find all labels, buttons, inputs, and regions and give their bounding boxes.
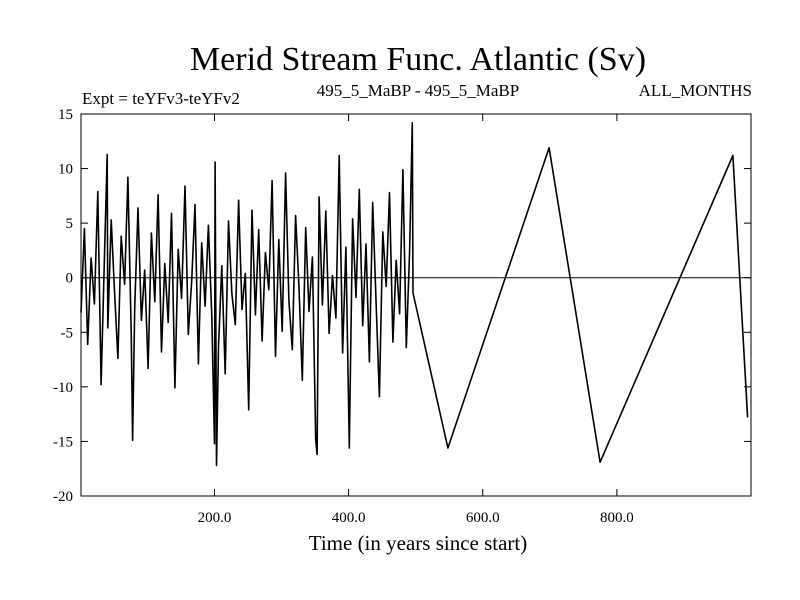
months-label: ALL_MONTHS (639, 81, 752, 100)
y-tick-label: -20 (53, 489, 73, 505)
x-axis-label: Time (in years since start) (309, 531, 528, 555)
y-tick-label: -5 (61, 325, 74, 341)
plot-frame (80, 113, 752, 497)
y-tick-label: 15 (58, 107, 73, 123)
y-axis: -20 -15 -10 -5 0 5 10 15 (53, 107, 751, 505)
x-tick-label: 200.0 (198, 510, 232, 526)
period-label: 495_5_MaBP - 495_5_MaBP (317, 81, 519, 100)
x-tick-label: 400.0 (332, 510, 366, 526)
plot-area (80, 113, 752, 497)
x-axis: 200.0 400.0 600.0 800.0 (198, 114, 634, 526)
series-line (80, 121, 749, 467)
y-tick-label: 0 (66, 271, 74, 287)
x-tick-label: 800.0 (600, 510, 634, 526)
chart-title: Merid Stream Func. Atlantic (Sv) (190, 41, 646, 78)
y-tick-label: 10 (58, 162, 73, 178)
y-tick-label: -15 (53, 434, 73, 450)
y-tick-label: -10 (53, 380, 73, 396)
experiment-label: Expt = teYFv3-teYFv2 (82, 89, 240, 108)
x-tick-label: 600.0 (466, 510, 500, 526)
y-tick-label: 5 (66, 216, 74, 232)
